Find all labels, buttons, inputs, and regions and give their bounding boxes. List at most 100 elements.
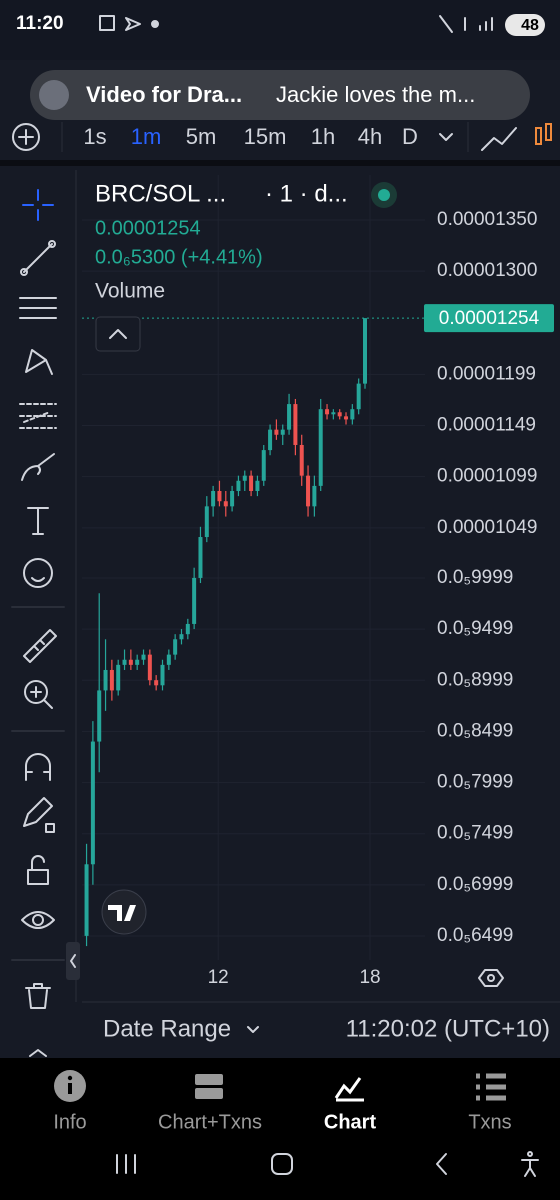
candle-body — [350, 409, 355, 420]
candle-body — [204, 506, 209, 538]
candle-body — [90, 741, 95, 865]
y-tick-label: 0.0₅9499 — [437, 618, 513, 639]
y-tick-label: 0.0₅7499 — [437, 823, 513, 844]
y-tick-label: 0.00001199 — [437, 363, 536, 384]
back[interactable] — [436, 1153, 447, 1175]
legend-price: 0.00001254 — [95, 217, 201, 239]
candle-body — [97, 690, 102, 742]
legend-change: 0.0₆5300 (+4.41%) — [95, 246, 263, 268]
candle-body — [192, 577, 197, 624]
candle-body — [325, 409, 330, 415]
date-range[interactable]: Date Range — [103, 1015, 231, 1042]
legend-interval: · 1 · d... — [265, 180, 348, 207]
y-tick-label: 0.00001049 — [437, 517, 537, 538]
timeframe[interactable]: 5m — [186, 124, 217, 149]
status-icons — [99, 15, 493, 33]
notification-title: Video for Dra... — [86, 82, 242, 107]
tradingview-mark — [108, 905, 136, 921]
candle-body — [223, 501, 228, 507]
clock: 11:20:02 (UTC+10) — [346, 1015, 550, 1042]
tradingview-logo[interactable] — [101, 889, 147, 935]
price-tag — [424, 304, 554, 333]
emoji-tool[interactable] — [23, 558, 53, 588]
timeframe[interactable]: 1h — [311, 124, 335, 149]
x-tick-label: 12 — [208, 967, 229, 988]
timeframe[interactable]: 4h — [358, 124, 382, 149]
prediction-tool[interactable] — [19, 403, 57, 429]
candle-body — [217, 491, 222, 502]
candle-body — [280, 429, 285, 435]
candle-body — [230, 491, 235, 507]
crosshair-tool[interactable] — [22, 189, 54, 221]
tab-label[interactable]: Txns — [468, 1111, 511, 1133]
status-time: 11:20 — [16, 13, 64, 34]
pattern-tool[interactable] — [25, 349, 53, 375]
y-tick-label: 0.00001300 — [437, 260, 537, 281]
candle-body — [274, 429, 279, 435]
collapse-legend[interactable] — [95, 316, 141, 352]
timeframe[interactable]: 1m — [131, 124, 162, 149]
zoom-tool[interactable] — [24, 680, 48, 704]
candle-body — [293, 404, 298, 445]
candle-body — [173, 639, 178, 655]
chart-style[interactable] — [481, 127, 517, 151]
timeframe[interactable]: 15m — [244, 124, 287, 149]
chart-settings-center — [487, 974, 495, 982]
timeframes: 1s 1m 5m 15m 1h 4h D — [83, 124, 418, 149]
tab-icons — [54, 1070, 506, 1102]
legend-symbol: BRC/SOL ... — [95, 180, 226, 207]
candle-body — [160, 664, 165, 686]
candle-body — [287, 404, 292, 430]
magnet-tool[interactable] — [25, 753, 51, 781]
home[interactable] — [271, 1153, 293, 1175]
lock-drawing[interactable] — [23, 797, 55, 833]
candle-body — [268, 429, 273, 451]
ruler-tool[interactable] — [23, 629, 57, 663]
accessibility[interactable] — [521, 1159, 539, 1177]
candle-body — [116, 664, 121, 691]
candle-body — [261, 450, 266, 481]
battery — [505, 14, 545, 36]
chart-settings[interactable] — [478, 969, 504, 987]
candle-body — [185, 623, 190, 635]
candle-body — [84, 864, 89, 936]
text-tool[interactable] — [27, 507, 49, 535]
y-tick-label: 0.0₅6499 — [437, 925, 513, 946]
timeframe[interactable]: D — [402, 124, 418, 149]
candle-body — [312, 485, 317, 507]
add-button[interactable] — [12, 123, 40, 151]
candle-body — [179, 634, 184, 640]
legend-volume: Volume — [95, 280, 165, 303]
candle-body — [103, 669, 108, 691]
candle-body — [331, 412, 336, 415]
indicators[interactable] — [535, 123, 552, 145]
notification-icon — [39, 80, 69, 110]
tab-label[interactable]: Info — [53, 1111, 86, 1133]
more-timeframes[interactable] — [439, 133, 453, 141]
collapse-toolbar[interactable] — [66, 942, 80, 980]
recents[interactable] — [116, 1154, 136, 1174]
candle-body — [242, 475, 247, 481]
notification[interactable] — [30, 70, 530, 120]
line-tool[interactable] — [23, 243, 53, 273]
brush-tool[interactable] — [21, 453, 55, 481]
candle-body — [356, 383, 361, 410]
separator — [0, 160, 560, 166]
candle-body — [337, 412, 342, 417]
unlock-tool[interactable] — [27, 855, 49, 885]
visibility-tool[interactable] — [21, 911, 55, 929]
candle-body — [306, 475, 311, 507]
timeframe[interactable]: 1s — [83, 124, 106, 149]
tab-label[interactable]: Chart+Txns — [158, 1111, 262, 1133]
price-tag-label: 0.00001254 — [439, 308, 540, 329]
candle-body — [122, 659, 127, 665]
chart: 0.00001350 0.00001300 0.00001199 0.00001149… — [82, 175, 554, 988]
delete-tool[interactable] — [25, 983, 51, 1009]
candle-body — [141, 654, 146, 660]
tab-label[interactable]: Chart — [324, 1111, 377, 1133]
fib-tool[interactable] — [19, 297, 57, 319]
x-tick-label: 18 — [359, 967, 380, 988]
